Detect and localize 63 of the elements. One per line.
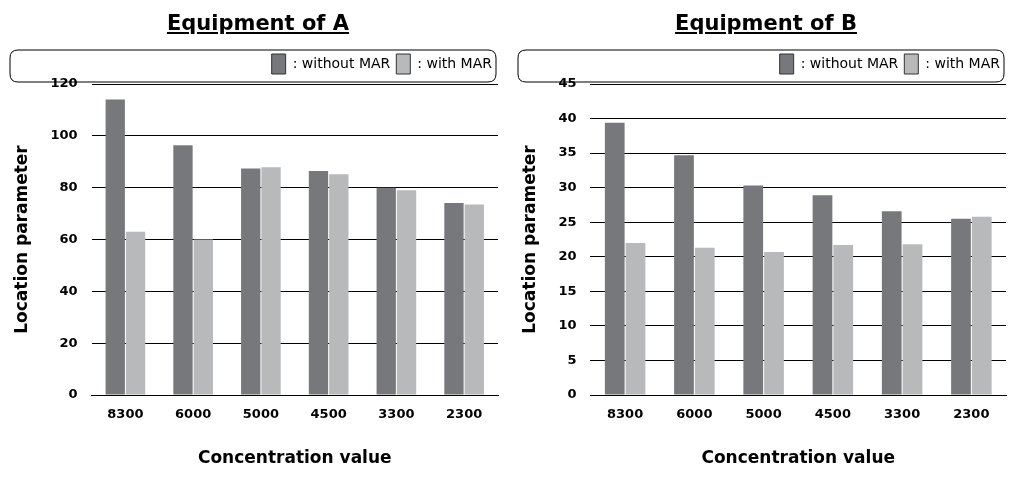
x-axis-title: Concentration value	[701, 447, 896, 468]
bar	[329, 174, 349, 395]
x-tick-label: 8300	[107, 406, 144, 422]
bar	[902, 244, 923, 395]
y-tick-label: 30	[558, 179, 577, 195]
y-tick-label: 40	[558, 109, 577, 125]
y-tick-label: 35	[558, 144, 577, 160]
x-tick-label: 5000	[242, 406, 279, 422]
bar	[694, 247, 715, 395]
y-tick-label: 80	[59, 179, 78, 195]
bar	[241, 168, 261, 395]
bar	[951, 218, 971, 395]
x-tick-label: 5000	[745, 406, 782, 422]
bar	[833, 245, 854, 395]
x-tick-label: 4500	[310, 406, 347, 422]
x-tick-label: 2300	[953, 406, 990, 422]
y-tick-label: 0	[567, 386, 577, 402]
x-axis-title: Concentration value	[197, 447, 392, 468]
x-tick-label: 2300	[446, 406, 483, 422]
bar	[396, 190, 417, 395]
bar	[812, 195, 833, 395]
y-tick-label: 60	[59, 230, 78, 246]
bar	[625, 242, 646, 395]
bar	[261, 167, 281, 395]
chart-title: Equipment of A	[165, 10, 351, 37]
y-tick-label: 40	[59, 282, 78, 298]
x-tick-label: 3300	[884, 406, 921, 422]
x-tick-label: 6000	[676, 406, 713, 422]
legend-label: : without MAR	[800, 54, 899, 71]
bar	[444, 202, 464, 395]
y-axis-title: Location parameter	[10, 144, 31, 334]
y-tick-label: 0	[68, 386, 78, 402]
legend-label: : without MAR	[292, 54, 391, 71]
y-tick-label: 100	[50, 127, 78, 143]
bar	[376, 187, 396, 395]
x-tick-label: 8300	[607, 406, 644, 422]
bar	[881, 211, 902, 395]
legend-label: : with MAR	[417, 54, 493, 71]
y-tick-label: 20	[59, 334, 78, 350]
y-tick-label: 20	[558, 248, 577, 264]
bar	[764, 251, 784, 395]
y-tick-label: 120	[50, 75, 78, 91]
bar	[971, 216, 992, 395]
bar	[193, 239, 213, 395]
y-axis-title: Location parameter	[518, 144, 539, 334]
y-tick-label: 10	[558, 317, 577, 333]
bar	[604, 122, 625, 395]
chart-title: Equipment of B	[674, 10, 858, 37]
bar	[173, 145, 193, 395]
y-tick-label: 15	[558, 282, 577, 298]
bar	[308, 171, 329, 395]
bar	[105, 99, 125, 395]
y-tick-label: 5	[567, 351, 577, 367]
bar	[674, 155, 694, 395]
y-tick-label: 25	[558, 213, 577, 229]
bar	[464, 204, 484, 395]
x-tick-label: 6000	[175, 406, 212, 422]
legend-label: : with MAR	[925, 54, 1001, 71]
x-tick-label: 4500	[814, 406, 851, 422]
x-tick-label: 3300	[378, 406, 415, 422]
bar	[125, 231, 146, 395]
y-tick-label: 45	[558, 75, 577, 91]
bar	[743, 185, 764, 395]
